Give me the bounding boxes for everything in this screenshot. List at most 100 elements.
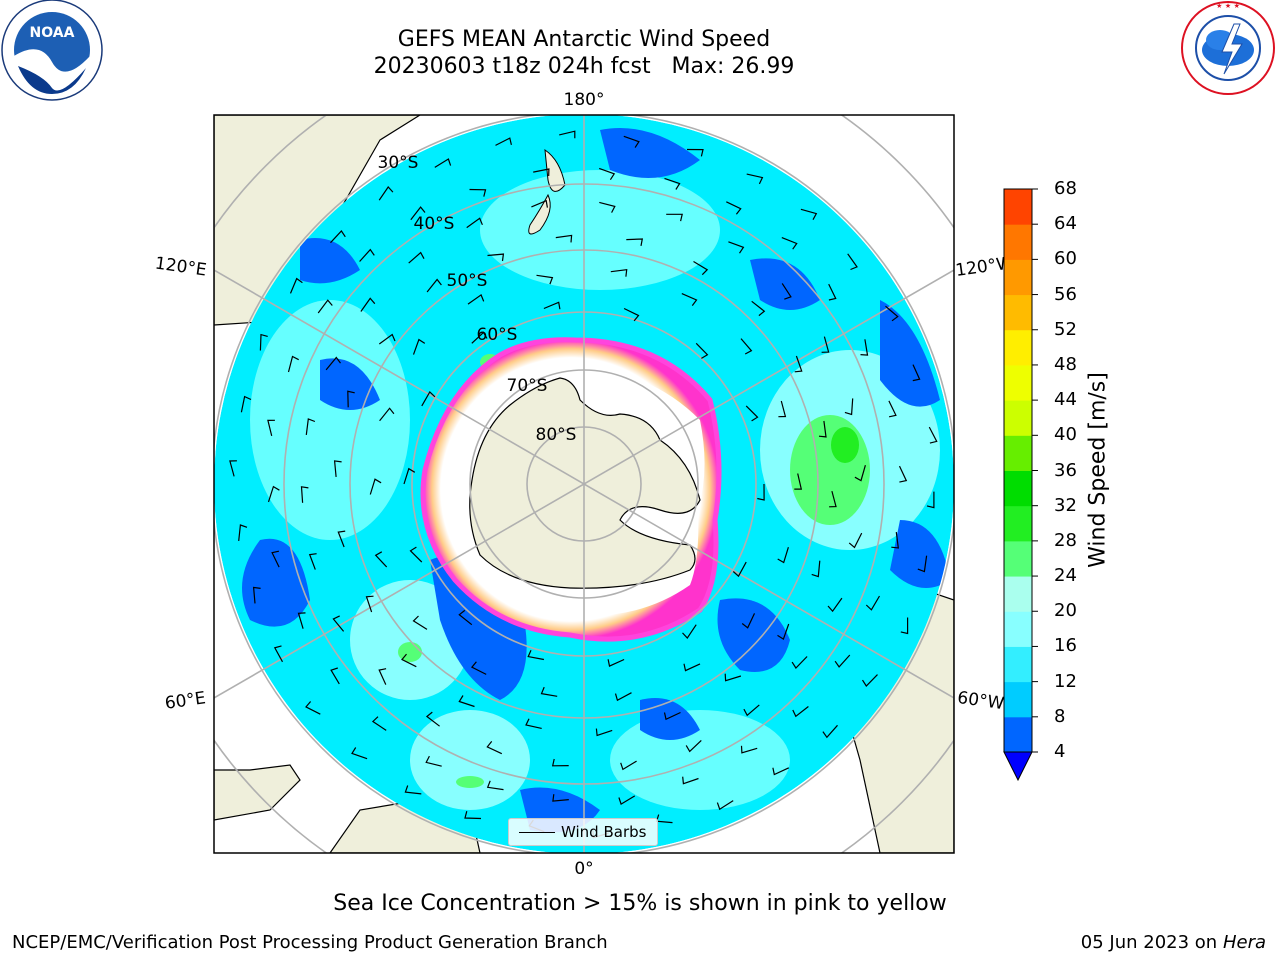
wind-barb <box>599 201 616 213</box>
wind-barb <box>693 260 709 276</box>
colorbar-extend-arrow <box>1003 751 1033 782</box>
noaa-logo: NOAA <box>1 0 103 101</box>
colorbar-tick-label: 44 <box>1054 389 1077 411</box>
footer-date: 05 Jun 2023 on Hera <box>1081 932 1266 953</box>
wind-barb <box>495 137 512 146</box>
colorbar-tick-label: 68 <box>1054 178 1077 199</box>
wind-barb <box>347 390 355 408</box>
colorbar-segment <box>1004 470 1032 507</box>
wind-barb <box>614 692 632 702</box>
wind-barb <box>267 419 275 437</box>
wind-barb <box>252 586 261 604</box>
wind-barb <box>726 201 742 215</box>
wind-barb <box>330 230 346 244</box>
wind-barb <box>664 177 681 190</box>
wind-barb <box>781 237 798 250</box>
wind-barb <box>317 299 333 314</box>
wind-barb <box>403 467 416 485</box>
wind-barb <box>273 645 284 663</box>
wind-barb <box>834 654 851 668</box>
lat-label-60s: 60°S <box>477 325 518 345</box>
footer-date-text: 05 Jun 2023 on <box>1080 932 1218 953</box>
lon-label-0: 0° <box>574 859 593 879</box>
wind-barb <box>240 395 252 413</box>
wind-barb <box>888 400 897 418</box>
colorbar-segment <box>1004 540 1032 577</box>
svg-text:NOAA: NOAA <box>30 25 75 41</box>
wind-barb <box>371 716 387 731</box>
wind-barb <box>751 300 766 317</box>
wind-barb <box>287 355 299 373</box>
wind-barb <box>464 811 482 820</box>
wind-barb <box>412 338 426 355</box>
lon-label-180: 180° <box>564 90 605 110</box>
wind-barb <box>620 760 637 771</box>
wind-barb <box>792 706 809 718</box>
graticule <box>214 115 954 853</box>
wind-barb <box>623 135 640 148</box>
wind-barb <box>466 217 483 229</box>
wind-barb <box>861 674 878 687</box>
wind-barb <box>743 704 760 717</box>
footer-credit: NCEP/EMC/Verification Post Processing Pr… <box>12 932 608 953</box>
colorbar-tick-label: 64 <box>1054 213 1077 235</box>
nws-logo: ★ ★ ★ <box>1181 1 1275 95</box>
wind-barb <box>822 724 838 739</box>
wind-barbs-legend: Wind Barbs <box>508 818 658 846</box>
colorbar-tick-label: 40 <box>1054 424 1077 446</box>
chart-subtitle: 20230603 t18z 024h fcst Max: 26.99 <box>373 54 795 79</box>
wind-barb <box>540 686 558 697</box>
wind-barb <box>912 364 921 382</box>
colorbar-tick-label: 32 <box>1054 494 1077 516</box>
wind-barb <box>458 695 475 708</box>
wind-barb <box>330 667 340 685</box>
wind-barb <box>741 613 756 629</box>
wind-barb <box>848 532 863 549</box>
legend-label: Wind Barbs <box>561 823 647 841</box>
wind-barb <box>794 355 803 373</box>
wind-barb <box>379 407 395 422</box>
wind-barb <box>421 391 436 407</box>
wind-barb <box>778 400 787 418</box>
colorbar-segment <box>1004 681 1032 718</box>
wind-barb <box>308 553 317 570</box>
wind-barb <box>238 524 248 541</box>
wind-barb <box>434 158 452 168</box>
wind-barb <box>663 711 681 721</box>
wind-barb <box>791 656 808 669</box>
colorbar-tick-label: 28 <box>1054 529 1077 551</box>
wind-barb <box>271 550 280 568</box>
wind-barb <box>745 405 759 422</box>
lat-label-70s: 70°S <box>507 376 548 396</box>
wind-barb <box>426 278 442 293</box>
wind-barb <box>724 673 742 682</box>
wind-barb <box>683 663 701 672</box>
colorbar-tick-label: 36 <box>1054 459 1077 481</box>
lat-label-40s: 40°S <box>414 214 455 234</box>
wind-barb <box>401 653 417 668</box>
wind-barb <box>374 551 388 568</box>
colorbar-segment <box>1004 224 1032 260</box>
wind-barb <box>378 186 394 201</box>
svg-text:★ ★ ★: ★ ★ ★ <box>1216 2 1240 10</box>
colorbar-tick-label: 52 <box>1054 318 1077 340</box>
colorbar-segment <box>1004 189 1032 225</box>
wind-barb <box>728 241 745 254</box>
wind-barb <box>351 747 368 760</box>
colorbar-segment <box>1004 576 1032 612</box>
lon-label-60w: 60°W <box>956 688 1005 714</box>
wind-barb <box>259 333 268 351</box>
lat-label-30s: 30°S <box>378 153 419 173</box>
colorbar-segment <box>1004 435 1032 471</box>
colorbar-segment <box>1004 505 1032 542</box>
wind-barbs <box>229 130 938 839</box>
wind-barb <box>681 293 698 306</box>
wind-barb <box>777 623 790 641</box>
wind-barb <box>926 491 935 509</box>
sea-ice-caption: Sea Ice Concentration > 15% is shown in … <box>333 891 947 916</box>
wind-barb <box>410 206 426 221</box>
footer-machine: Hera <box>1222 932 1266 953</box>
wind-barb <box>525 718 542 729</box>
colorbar-tick-label: 4 <box>1054 741 1066 762</box>
